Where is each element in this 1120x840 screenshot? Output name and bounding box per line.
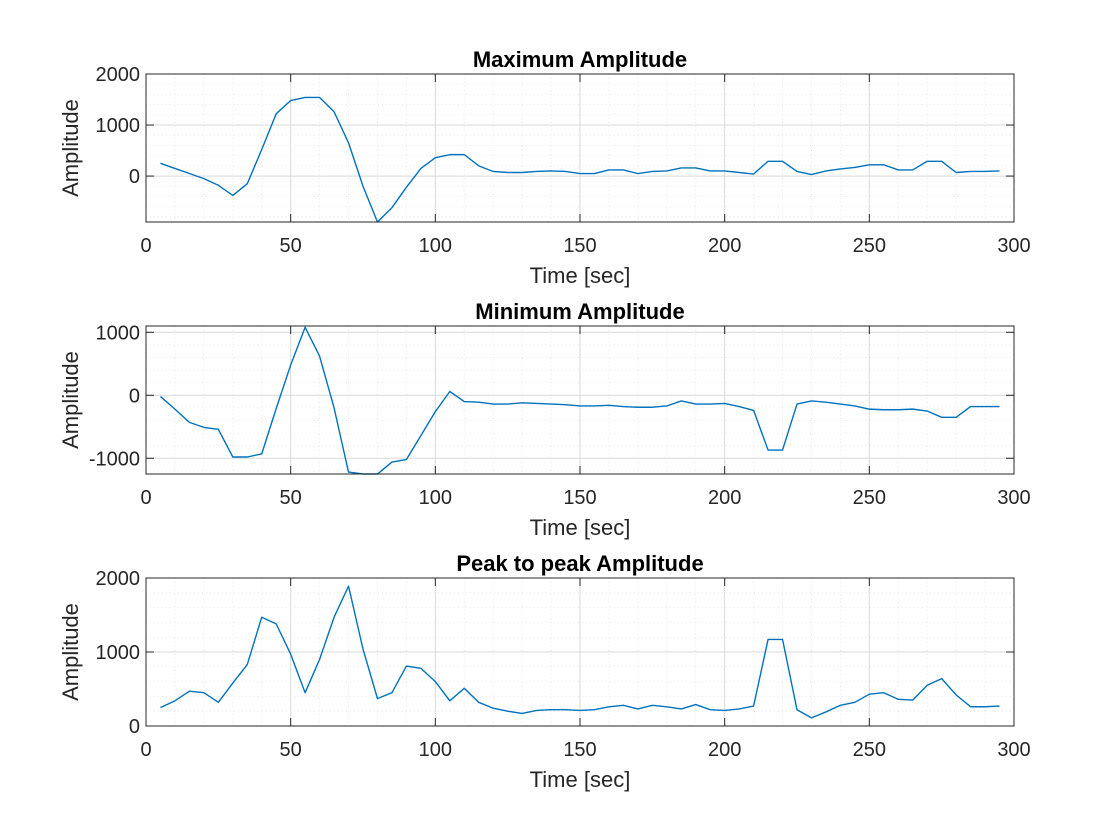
x-tick-label: 200 <box>708 739 741 761</box>
subplot-maximum-amplitude: 0 50 100 150 200 250 300 0 1000 2000 Maximum Ampl… <box>58 47 1031 288</box>
x-tick-label: 50 <box>280 487 302 509</box>
plot-border <box>145 325 1015 475</box>
x-tick-label: 50 <box>280 739 302 761</box>
x-tick-label: 300 <box>997 487 1030 509</box>
series-line <box>160 96 1000 223</box>
x-tick-label: 0 <box>140 739 151 761</box>
x-tick-label: 50 <box>280 235 302 257</box>
y-tick-label: 2000 <box>96 568 141 590</box>
plot-border <box>145 577 1015 727</box>
plot-title: Peak to peak Amplitude <box>456 551 703 576</box>
y-axis-label: Amplitude <box>58 99 83 197</box>
x-axis-label: Time [sec] <box>530 515 631 540</box>
y-tick-label: 2000 <box>96 64 141 86</box>
x-tick-label: 150 <box>563 235 596 257</box>
x-tick-label: 0 <box>140 487 151 509</box>
axis-ticks: 0 50 100 150 200 250 300 0 1000 2000 <box>96 568 1031 761</box>
y-tick-label: 1000 <box>96 115 141 137</box>
x-tick-label: 200 <box>708 235 741 257</box>
grid <box>145 326 1015 474</box>
plot-border <box>145 73 1015 223</box>
x-tick-label: 100 <box>419 487 452 509</box>
plot-title: Minimum Amplitude <box>475 299 684 324</box>
plot-title: Maximum Amplitude <box>473 47 687 72</box>
series-line <box>160 326 1000 475</box>
x-axis-label: Time [sec] <box>530 767 631 792</box>
x-tick-label: 100 <box>419 739 452 761</box>
y-tick-label: 0 <box>129 716 140 738</box>
x-tick-label: 250 <box>853 739 886 761</box>
y-tick-label: -1000 <box>89 448 140 470</box>
x-tick-label: 250 <box>853 235 886 257</box>
y-tick-label: 0 <box>129 166 140 188</box>
x-tick-label: 250 <box>853 487 886 509</box>
x-tick-label: 150 <box>563 739 596 761</box>
y-tick-label: 1000 <box>96 322 141 344</box>
y-axis-label: Amplitude <box>58 351 83 449</box>
y-tick-label: 0 <box>129 385 140 407</box>
x-axis-label: Time [sec] <box>530 263 631 288</box>
x-tick-label: 100 <box>419 235 452 257</box>
x-tick-label: 0 <box>140 235 151 257</box>
x-tick-label: 300 <box>997 739 1030 761</box>
x-tick-label: 200 <box>708 487 741 509</box>
axis-ticks: 0 50 100 150 200 250 300 0 1000 2000 <box>96 64 1031 257</box>
y-tick-label: 1000 <box>96 642 141 664</box>
subplot-peak-to-peak-amplitude: 0 50 100 150 200 250 300 0 1000 2000 Peak to peak… <box>58 551 1031 792</box>
series-line <box>160 585 1000 719</box>
x-tick-label: 150 <box>563 487 596 509</box>
y-axis-label: Amplitude <box>58 603 83 701</box>
x-tick-label: 300 <box>997 235 1030 257</box>
